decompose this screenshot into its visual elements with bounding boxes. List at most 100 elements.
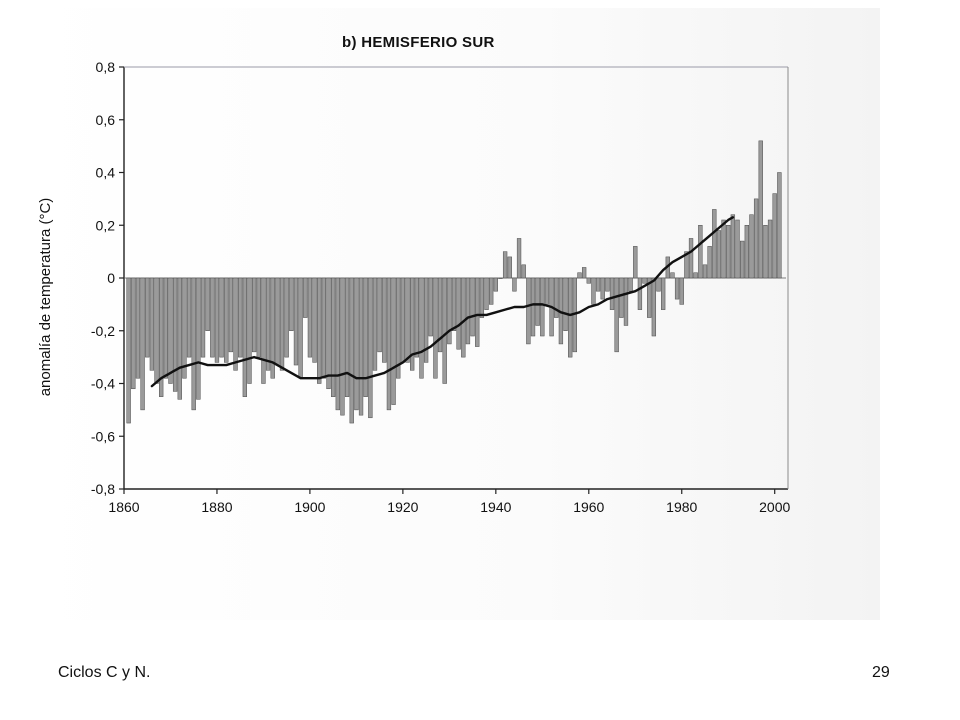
bar-1912 (363, 277, 368, 397)
bar-1986 (707, 246, 712, 279)
bar-1929 (442, 277, 447, 384)
page-number: 29 (872, 664, 890, 681)
bar-1956 (568, 277, 573, 358)
smoothed-trend-line (150, 216, 735, 388)
bar-1996 (753, 198, 759, 279)
bar-1865 (145, 277, 150, 358)
bar-1969 (628, 277, 633, 292)
bar-1982 (688, 238, 694, 279)
bar-1967 (619, 277, 624, 318)
bar-1869 (163, 277, 168, 379)
bar-1961 (591, 277, 596, 305)
bar-1886 (242, 277, 248, 397)
x-tick-label-1940: 1940 (480, 499, 511, 515)
bar-1960 (586, 277, 591, 284)
bar-1875 (191, 277, 196, 411)
bar-1966 (614, 277, 619, 353)
bar-1887 (247, 277, 252, 384)
bar-1970 (633, 246, 638, 279)
bar-1968 (623, 277, 629, 326)
bar-1943 (507, 256, 512, 279)
bar-1916 (382, 277, 387, 363)
bar-1907 (340, 277, 345, 416)
bar-1985 (702, 264, 708, 279)
bar-1896 (289, 277, 294, 331)
bar-1989 (721, 219, 726, 279)
bar-1964 (605, 277, 610, 292)
bar-1963 (600, 277, 605, 300)
bar-1955 (563, 277, 568, 331)
bar-1974 (651, 277, 657, 337)
bar-1900 (307, 277, 313, 358)
bar-1883 (228, 277, 234, 353)
bar-1975 (656, 277, 661, 292)
bar-1891 (265, 277, 271, 371)
bar-1981 (684, 251, 689, 279)
bar-1892 (270, 277, 275, 379)
bar-1939 (489, 277, 494, 305)
bar-1998 (763, 225, 768, 279)
bar-1980 (679, 277, 684, 305)
bar-1917 (386, 277, 392, 411)
y-tick-label-4: 0 (107, 270, 115, 286)
y-tick-label-3: 0,2 (96, 217, 116, 233)
bar-1962 (595, 277, 601, 292)
bar-1937 (479, 277, 485, 318)
bar-1979 (674, 277, 680, 300)
bar-1877 (200, 277, 206, 358)
bar-1928 (437, 277, 443, 353)
bar-1942 (502, 251, 508, 279)
bar-1909 (349, 277, 354, 424)
bar-1940 (493, 277, 498, 292)
bar-1931 (451, 277, 457, 331)
bar-1911 (358, 277, 364, 416)
bar-1958 (577, 272, 582, 279)
x-tick-label-1900: 1900 (294, 499, 325, 515)
bar-1908 (344, 277, 350, 397)
y-tick-label-6: -0,4 (91, 376, 115, 392)
bar-1904 (326, 277, 331, 390)
bar-1997 (758, 140, 763, 279)
y-tick-label-7: -0,6 (91, 428, 115, 444)
bar-1867 (154, 277, 159, 384)
bar-1935 (470, 277, 475, 337)
bar-1923 (414, 277, 419, 358)
bar-1971 (637, 277, 643, 310)
bar-1905 (331, 277, 336, 397)
bar-1890 (261, 277, 266, 384)
bar-1927 (433, 277, 438, 379)
bar-1903 (321, 277, 327, 379)
bar-1947 (526, 277, 531, 345)
x-tick-label-2000: 2000 (759, 499, 790, 515)
bar-1995 (749, 214, 754, 279)
bar-1915 (377, 277, 382, 353)
bar-1899 (303, 277, 308, 318)
bar-1910 (354, 277, 359, 411)
bar-1880 (214, 277, 220, 363)
bar-1862 (131, 277, 136, 390)
bar-1895 (284, 277, 289, 358)
bar-1918 (391, 277, 396, 405)
bar-1921 (405, 277, 410, 363)
bar-1950 (540, 277, 545, 337)
bar-1897 (293, 277, 299, 366)
bar-2001 (777, 172, 782, 279)
bar-1972 (642, 277, 647, 284)
bar-1949 (535, 277, 540, 326)
bar-1953 (554, 277, 559, 318)
bar-1933 (461, 277, 466, 358)
bar-1888 (251, 277, 257, 353)
bar-1889 (256, 277, 261, 358)
bar-1994 (744, 225, 749, 279)
x-tick-label-1920: 1920 (387, 499, 418, 515)
bar-1999 (767, 219, 773, 279)
bar-1945 (516, 238, 522, 279)
footer-course-title: Ciclos C y N. (58, 664, 151, 681)
bar-1992 (735, 219, 740, 279)
bar-1871 (172, 277, 178, 392)
bar-1893 (275, 277, 280, 366)
bar-1990 (726, 225, 731, 279)
bar-1873 (182, 277, 187, 379)
bar-1898 (298, 277, 303, 379)
